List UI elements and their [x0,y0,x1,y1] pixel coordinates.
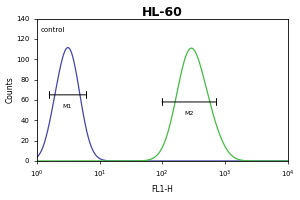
Text: M2: M2 [184,111,194,116]
Title: HL-60: HL-60 [142,6,183,19]
Text: control: control [40,27,64,33]
Y-axis label: Counts: Counts [6,76,15,103]
Text: M1: M1 [63,104,72,109]
X-axis label: FL1-H: FL1-H [152,185,173,194]
